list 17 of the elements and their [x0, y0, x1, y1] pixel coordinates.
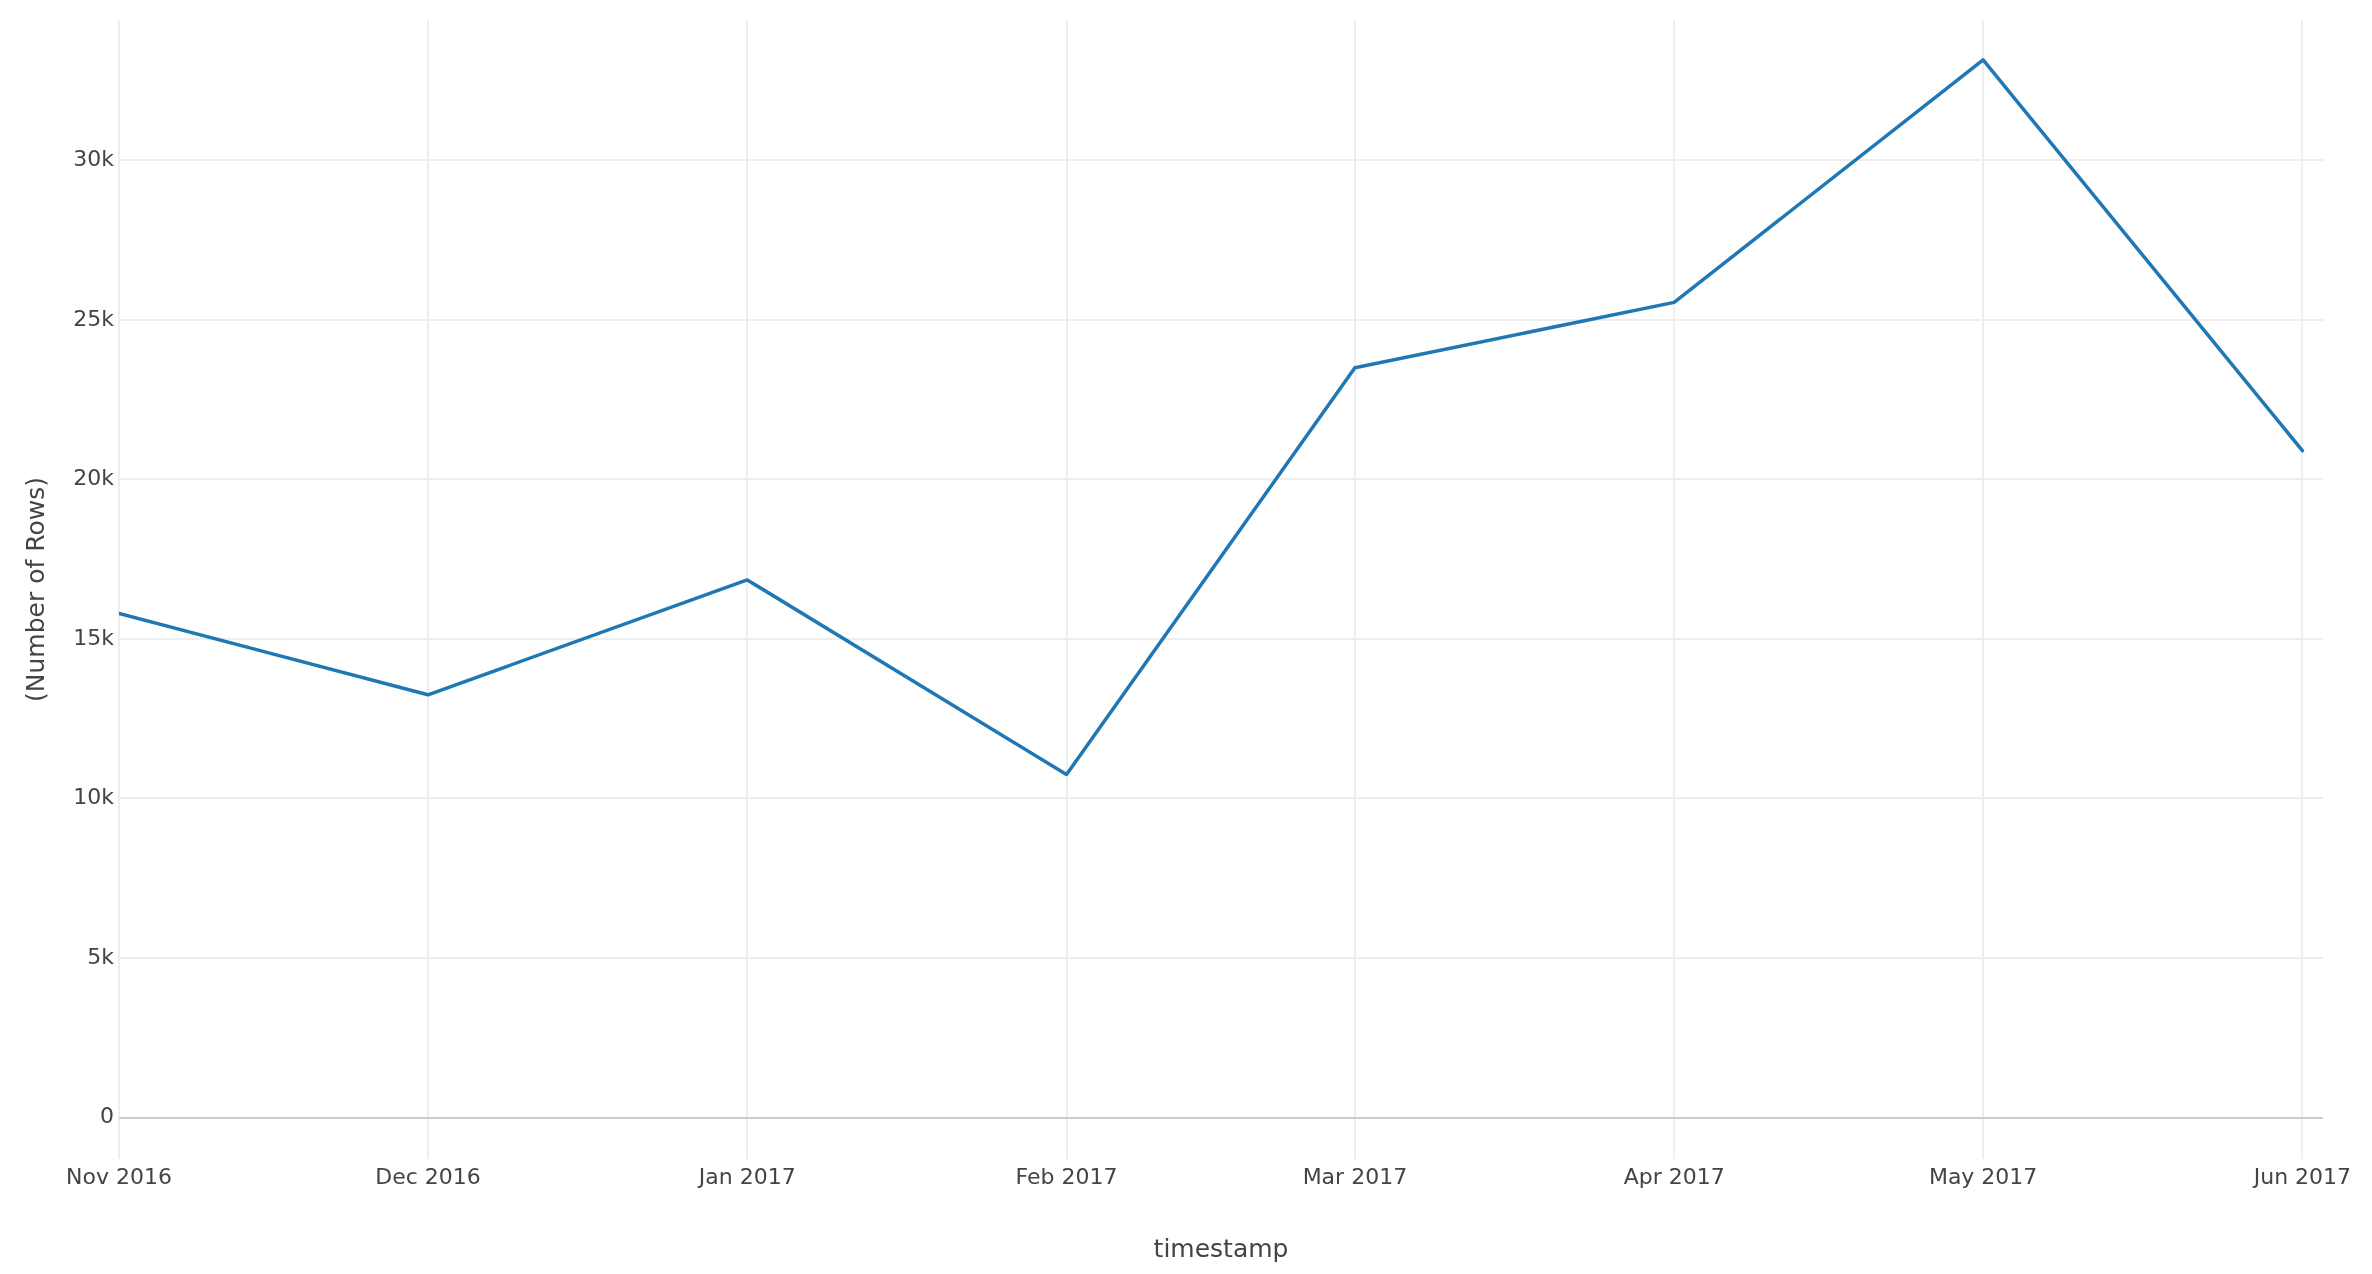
x-tick-label: Apr 2017: [1623, 1163, 1725, 1189]
y-tick-label: 10k: [73, 784, 115, 810]
x-tick-label: Jan 2017: [696, 1163, 796, 1189]
x-tick-label: Nov 2016: [66, 1163, 172, 1189]
x-tick-label: Feb 2017: [1015, 1163, 1118, 1189]
y-tick-label: 5k: [87, 943, 115, 969]
y-tick-label: 25k: [73, 305, 115, 331]
x-tick-label: Jun 2017: [2251, 1163, 2352, 1189]
y-axis-title: (Number of Rows): [20, 477, 50, 702]
x-axis-title: timestamp: [1153, 1233, 1289, 1263]
x-tick-label: May 2017: [1928, 1163, 2038, 1189]
x-tick-label: Mar 2017: [1302, 1163, 1408, 1189]
y-tick-label: 30k: [73, 146, 115, 172]
y-tick-label: 15k: [73, 624, 115, 650]
x-tick-label: Dec 2016: [375, 1163, 481, 1189]
y-tick-label: 20k: [73, 465, 115, 491]
y-tick-label: 0: [100, 1103, 114, 1129]
